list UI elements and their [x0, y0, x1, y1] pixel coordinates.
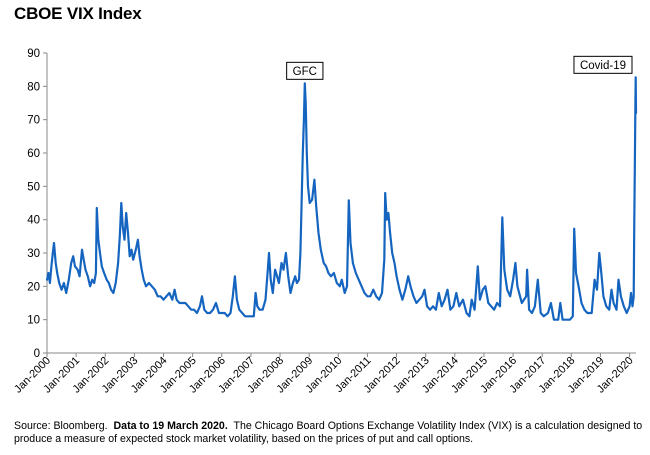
- source-date: Data to 19 March 2020.: [113, 420, 228, 432]
- annotation-gfc: GFC: [286, 61, 324, 80]
- annotation-covid-19: Covid-19: [573, 55, 633, 74]
- y-tick-label: 0: [34, 348, 40, 360]
- annotation-label: Covid-19: [580, 60, 626, 72]
- y-tick-label: 60: [27, 148, 40, 160]
- y-tick-label: 70: [27, 115, 40, 127]
- annotation-label: GFC: [293, 66, 317, 78]
- y-tick-label: 90: [27, 48, 40, 60]
- y-tick-label: 20: [27, 281, 40, 293]
- vix-series-line: [45, 76, 638, 321]
- y-axis: 0 10 20 30 40 50 60 70 80 90: [27, 48, 48, 360]
- vix-line-chart: 0 10 20 30 40 50 60 70 80 90 Jan-2000Jan-2001Jan-…: [12, 48, 638, 396]
- y-tick-label: 10: [27, 315, 40, 327]
- annotation-layer: GFC Covid-19: [286, 55, 633, 80]
- x-axis: Jan-2000Jan-2001Jan-2002Jan-2003Jan-2004…: [12, 352, 636, 396]
- chart-title: CBOE VIX Index: [14, 4, 142, 23]
- annotation-box: [286, 61, 324, 80]
- y-tick-label: 80: [27, 81, 40, 93]
- source-note: Source: Bloomberg. Data to 19 March 2020…: [14, 420, 644, 446]
- y-tick-label: 40: [27, 215, 40, 227]
- y-tick-label: 30: [27, 248, 40, 260]
- series-layer: [45, 76, 638, 321]
- y-tick-label: 50: [27, 181, 40, 193]
- source-description: The Chicago Board Options Exchange Volat…: [14, 420, 643, 445]
- annotation-box: [573, 55, 633, 74]
- source-prefix: Source: Bloomberg.: [14, 420, 108, 432]
